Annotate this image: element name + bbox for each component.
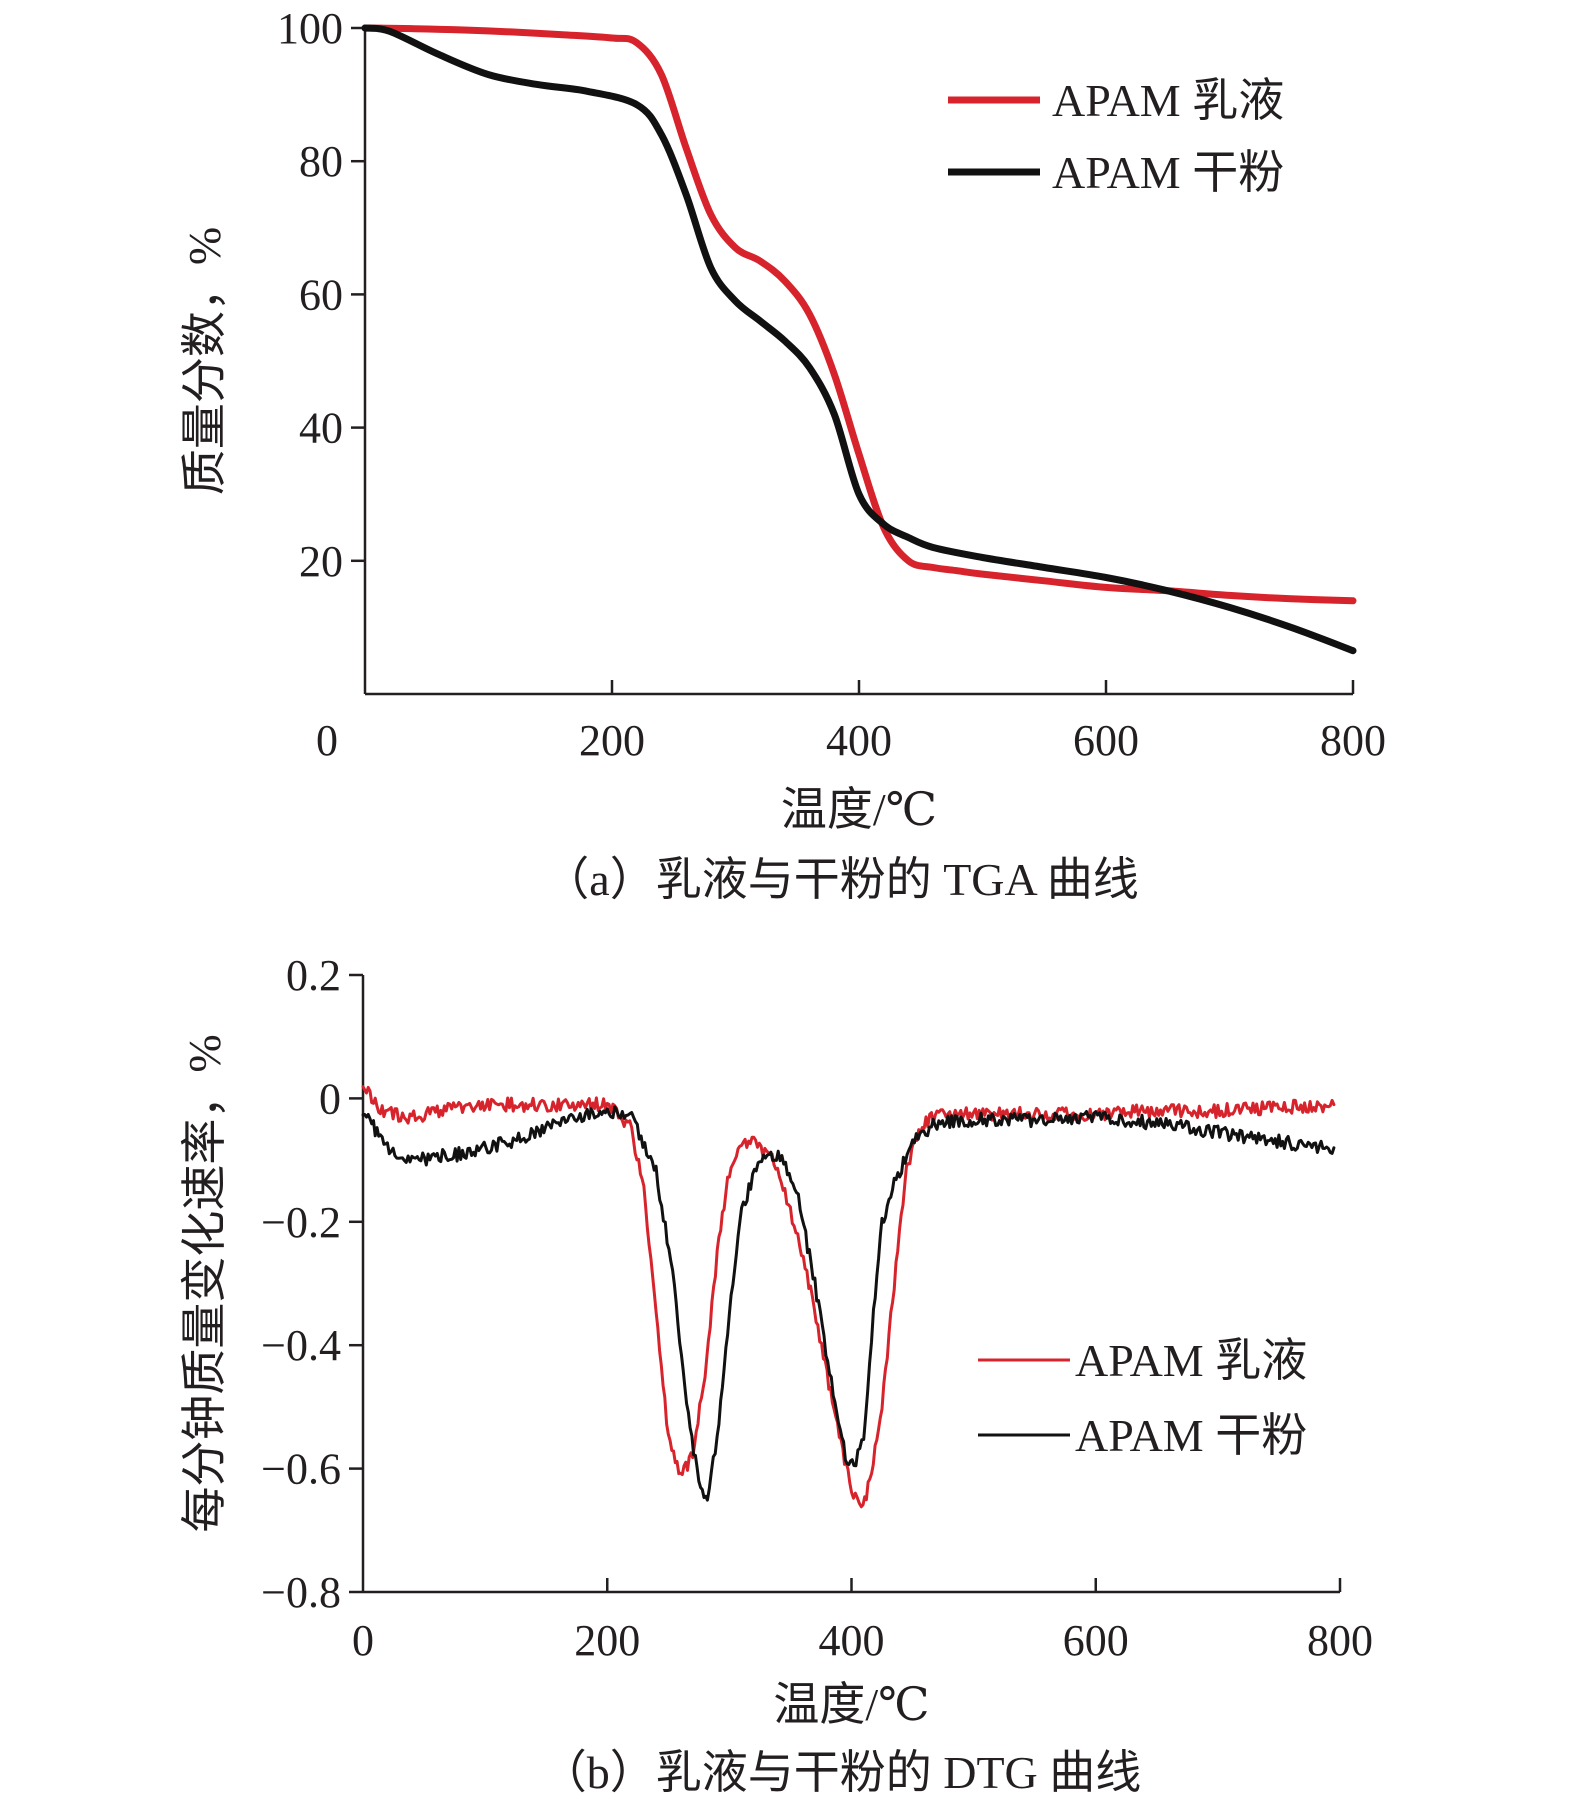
x-tick-label: 800 <box>1307 1616 1373 1665</box>
x-tick-label: 800 <box>1320 716 1386 765</box>
legend: APAM 乳液 APAM 干粉 <box>948 75 1284 198</box>
y-axis-label: 质量分数，% <box>179 227 230 495</box>
x-tick-label: 200 <box>574 1616 640 1665</box>
series-line-powder <box>361 24 1357 655</box>
x-tick-label: 200 <box>579 716 645 765</box>
x-tick-label: 400 <box>819 1616 885 1665</box>
chart-panel-a: 20 40 60 80 100 0 200 400 600 800 温度/℃ 质量分数，% （a）乳液与… <box>179 4 1386 905</box>
legend-label-powder: APAM 干粉 <box>1052 147 1284 198</box>
chart-panel-b: 0.20−0.2−0.4−0.6−0.80 200 400 600 800温度/℃每分钟… <box>179 951 1373 1798</box>
y-tick-label: 0 <box>319 1074 341 1123</box>
y-tick-label: 20 <box>299 537 343 586</box>
series-line-emulsion <box>361 24 1357 605</box>
y-axis-label: 每分钟质量变化速率，% <box>179 1034 230 1532</box>
series-line-powder <box>361 1105 1336 1502</box>
legend-label-powder: APAM 干粉 <box>1075 1410 1307 1461</box>
x-tick-label: 600 <box>1073 716 1139 765</box>
y-tick-label: 80 <box>299 137 343 186</box>
y-tick-label: −0.6 <box>261 1445 341 1494</box>
x-tick-label: 0 <box>316 716 338 765</box>
figure-caption: （b）乳液与干粉的 DTG 曲线 <box>541 1747 1142 1798</box>
legend-label-emulsion: APAM 乳液 <box>1052 75 1284 126</box>
x-tick-label: 400 <box>826 716 892 765</box>
y-tick-label: −0.4 <box>261 1321 341 1370</box>
y-tick-label: 100 <box>277 4 343 53</box>
y-tick-label: −0.8 <box>261 1568 341 1617</box>
y-tick-label: 60 <box>299 270 343 319</box>
figure-caption: （a）乳液与干粉的 TGA 曲线 <box>543 854 1138 905</box>
legend-label-emulsion: APAM 乳液 <box>1075 1335 1307 1386</box>
x-axis-label: 温度/℃ <box>781 784 937 835</box>
x-axis-label: 温度/℃ <box>773 1679 929 1730</box>
y-tick-label: 40 <box>299 404 343 453</box>
y-tick-label: 0.2 <box>286 951 341 1000</box>
x-tick-label: 600 <box>1063 1616 1129 1665</box>
legend: APAM 乳液 APAM 干粉 <box>978 1335 1307 1461</box>
y-tick-label: −0.2 <box>261 1198 341 1247</box>
x-tick-label: 0 <box>352 1616 374 1665</box>
